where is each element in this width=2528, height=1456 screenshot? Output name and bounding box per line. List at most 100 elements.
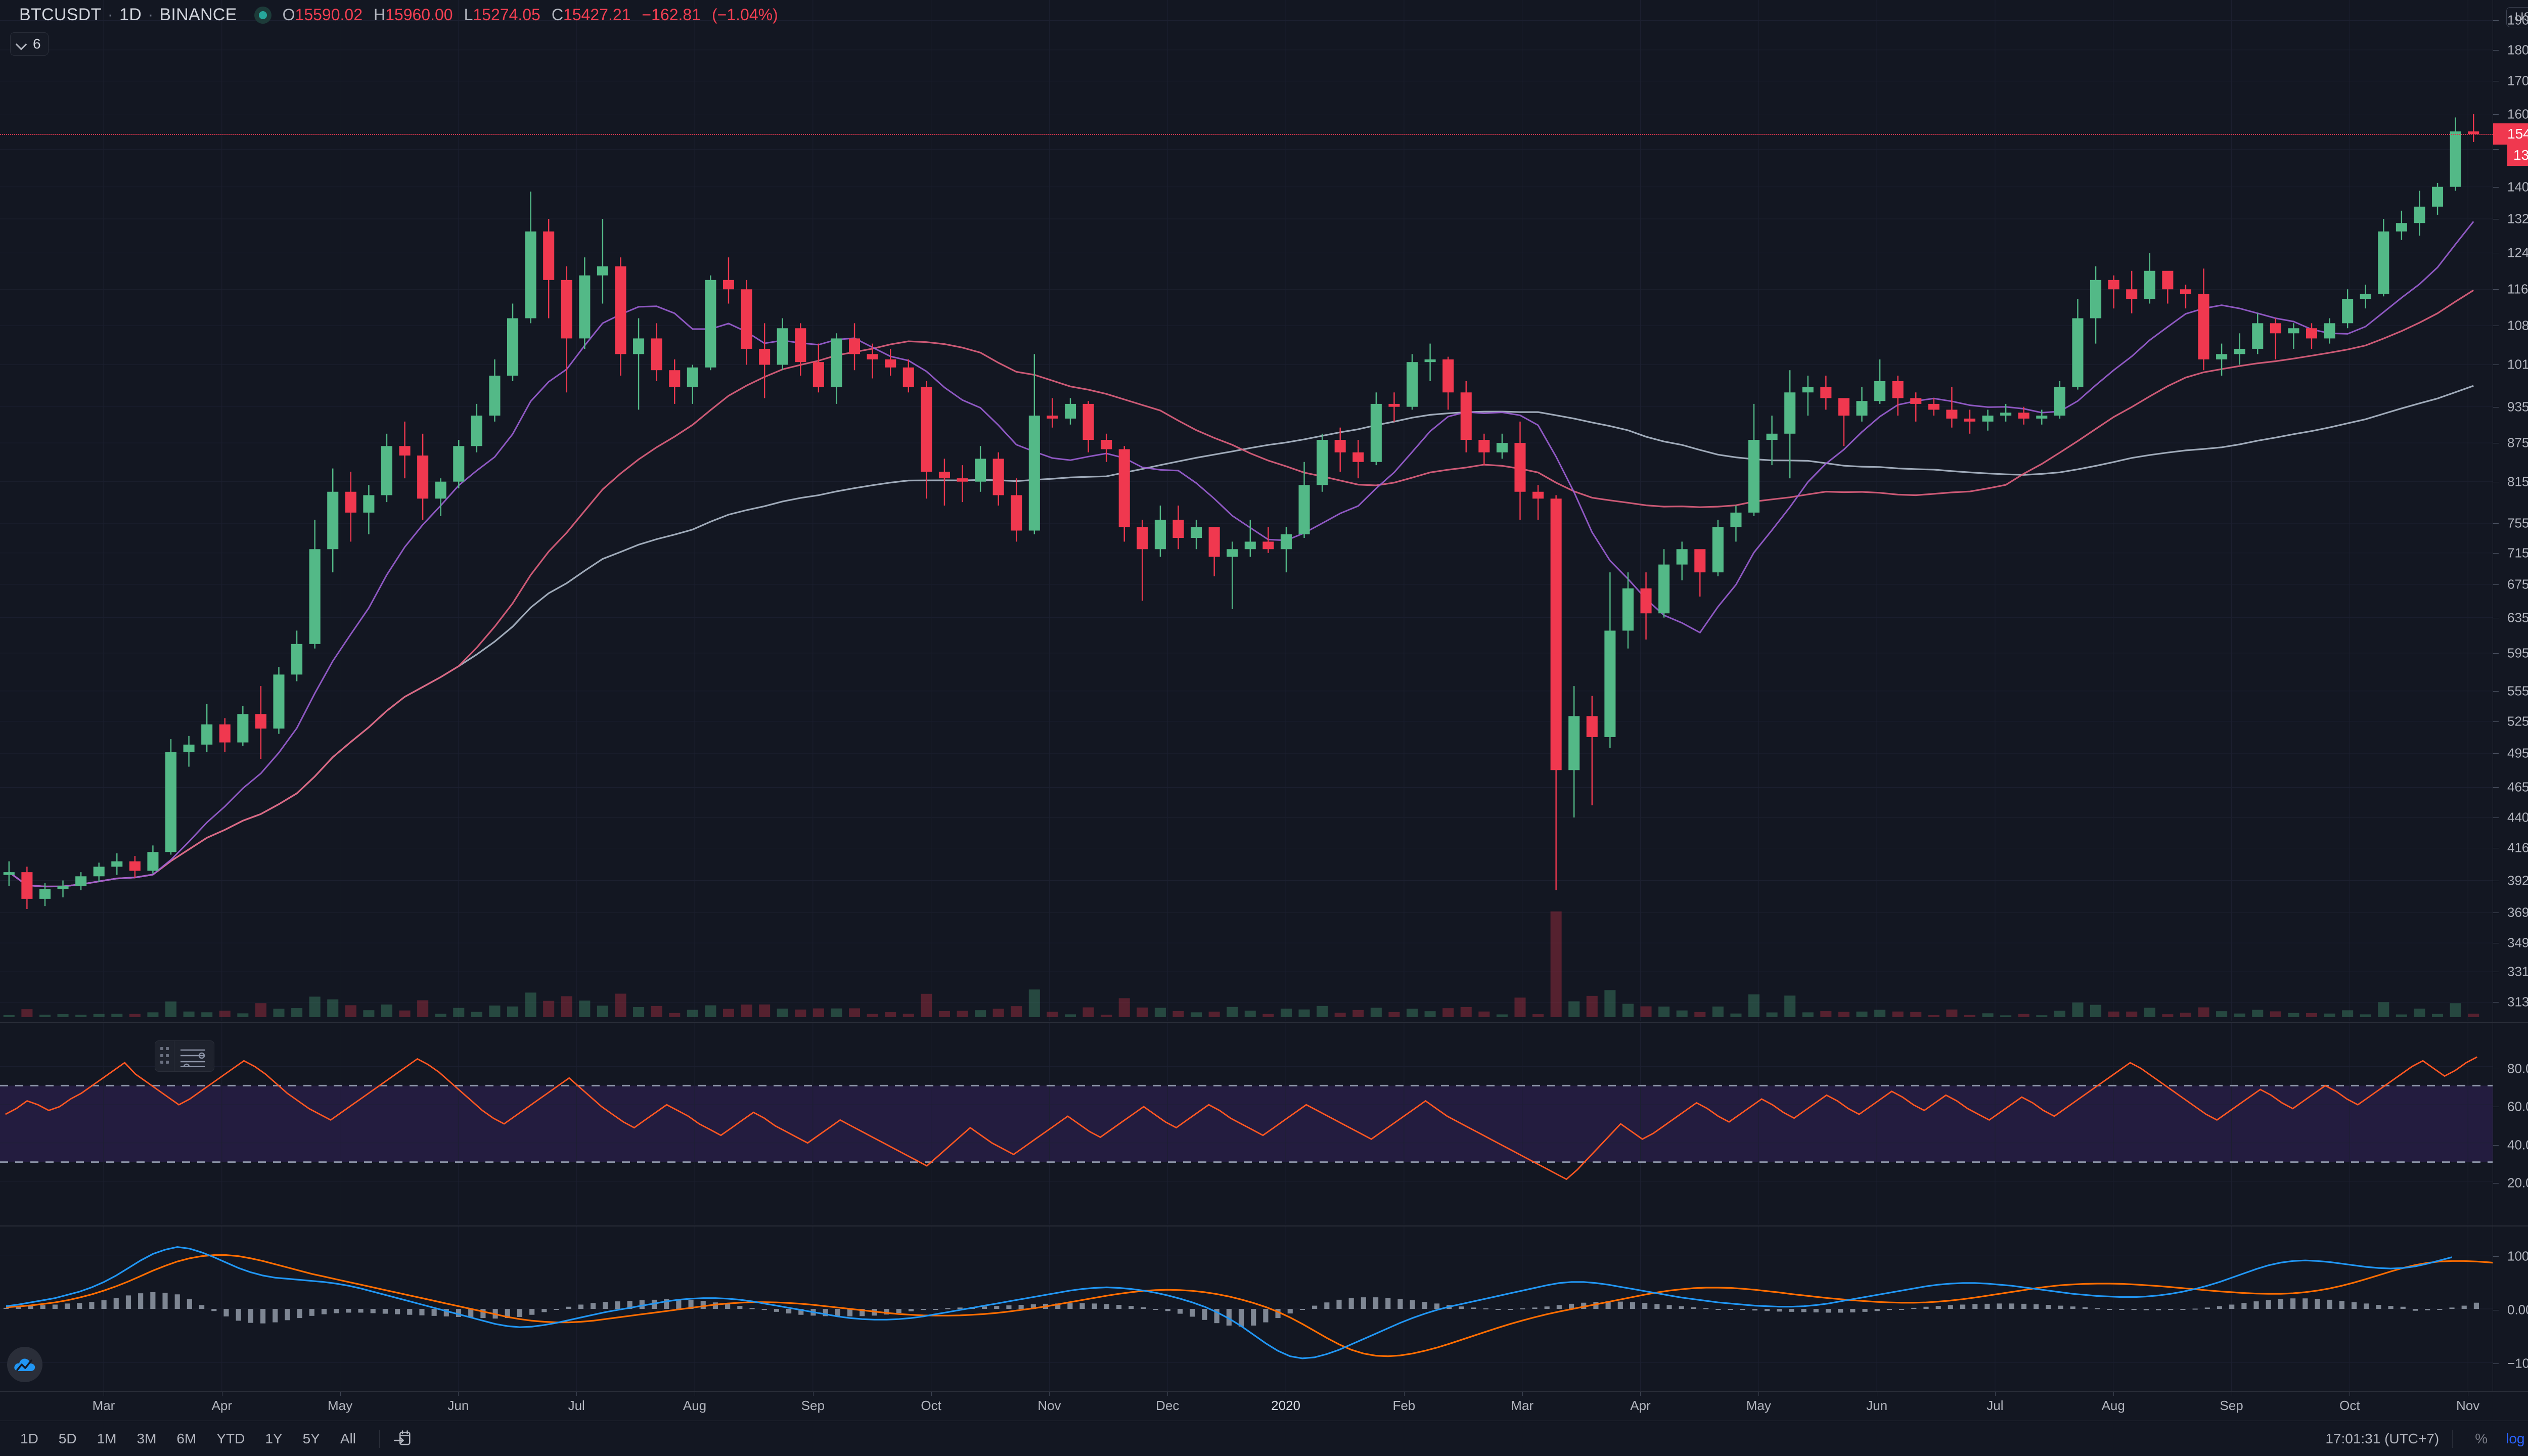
price-axis-label: 3695.00 bbox=[2507, 904, 2528, 920]
rsi-pane[interactable] bbox=[0, 1022, 2493, 1224]
time-axis-label: Jun bbox=[447, 1398, 469, 1413]
indicator-count: 6 bbox=[33, 36, 41, 52]
timeframe-1m-button[interactable]: 1M bbox=[97, 1430, 117, 1446]
macd-pane[interactable] bbox=[0, 1225, 2493, 1391]
time-axis-label: Aug bbox=[2101, 1398, 2125, 1413]
price-axis-label: 4400.00 bbox=[2507, 809, 2528, 825]
timeframe-ytd-button[interactable]: YTD bbox=[216, 1430, 245, 1446]
symbol-name[interactable]: BTCUSDT bbox=[19, 5, 102, 24]
cloud-chart-logo-icon[interactable] bbox=[7, 1347, 42, 1382]
time-axis[interactable]: Mar Apr May Jun Jul Aug Sep Oct Nov Dec 2020 Feb Mar… bbox=[0, 1391, 2528, 1421]
timeframe-5y-button[interactable]: 5Y bbox=[302, 1430, 320, 1446]
price-axis-label: 11600.00 bbox=[2507, 281, 2528, 297]
ohlc-close-value: 15427.21 bbox=[563, 6, 631, 24]
price-axis-label: 14000.00 bbox=[2507, 179, 2528, 195]
rsi-axis-label: 40.00 bbox=[2507, 1137, 2528, 1153]
time-axis-label: 2020 bbox=[1271, 1398, 1300, 1413]
time-axis-label: Mar bbox=[1511, 1398, 1534, 1413]
exchange-label[interactable]: BINANCE bbox=[159, 5, 237, 24]
currency-chip: USDT bbox=[2506, 7, 2528, 27]
session-clock[interactable]: 17:01:31 (UTC+7) bbox=[2325, 1430, 2440, 1446]
time-axis-label: Oct bbox=[2339, 1398, 2360, 1413]
ohlc-open-key: O bbox=[282, 6, 295, 24]
price-chart-canvas[interactable] bbox=[0, 0, 2493, 1021]
time-axis-label: Mar bbox=[92, 1398, 115, 1413]
macd-chart-canvas[interactable] bbox=[0, 1226, 2493, 1391]
price-axis[interactable]: USDT 19000.0018000.0017000.0016000.00150… bbox=[2493, 0, 2528, 1391]
ohlc-high-value: 15960.00 bbox=[385, 6, 453, 24]
timeframe-all-button[interactable]: All bbox=[340, 1430, 356, 1446]
price-axis-label: 3135.00 bbox=[2507, 994, 2528, 1010]
timeframe-group[interactable]: 1D 5D 1M 3M 6M YTD 1Y 5Y All bbox=[10, 1427, 366, 1451]
ohlc-change: −162.81 bbox=[642, 6, 701, 24]
price-axis-label: 5250.00 bbox=[2507, 713, 2528, 729]
price-pane[interactable] bbox=[0, 0, 2493, 1021]
timeframe-6m-button[interactable]: 6M bbox=[176, 1430, 197, 1446]
price-axis-label: 4160.00 bbox=[2507, 840, 2528, 855]
ohlc-values: O15590.02 H15960.00 L15274.05 C15427.21 −162… bbox=[283, 6, 778, 24]
rsi-chart-canvas[interactable] bbox=[0, 1023, 2493, 1224]
price-axis-label: 10850.00 bbox=[2507, 317, 2528, 333]
macd-axis-label: 0.00 bbox=[2507, 1302, 2528, 1317]
price-axis-label: 6750.00 bbox=[2507, 576, 2528, 592]
price-axis-label: 4950.00 bbox=[2507, 745, 2528, 761]
timeframe-5d-button[interactable]: 5D bbox=[58, 1430, 77, 1446]
time-axis-label: Oct bbox=[921, 1398, 941, 1413]
time-axis-label: Jul bbox=[568, 1398, 585, 1413]
scale-log-button[interactable]: log bbox=[2506, 1430, 2525, 1446]
chart-legend: BTCUSDT · 1D · BINANCE O15590.02 H15960.0… bbox=[0, 0, 2528, 31]
toolbar-divider-1 bbox=[379, 1429, 380, 1448]
timeframe-3m-button[interactable]: 3M bbox=[137, 1430, 157, 1446]
price-axis-label: 18000.00 bbox=[2507, 42, 2528, 58]
time-axis-label: May bbox=[1746, 1398, 1771, 1413]
market-open-dot-icon[interactable] bbox=[254, 6, 272, 24]
bottom-toolbar[interactable]: 1D 5D 1M 3M 6M YTD 1Y 5Y All 17:01:31 (UTC+7) % … bbox=[0, 1421, 2528, 1456]
interval-label[interactable]: 1D bbox=[119, 5, 142, 24]
legend-row[interactable]: BTCUSDT · 1D · BINANCE O15590.02 H15960.0… bbox=[19, 5, 778, 25]
chevron-down-icon[interactable] bbox=[16, 38, 27, 50]
price-axis-label: 17000.00 bbox=[2507, 73, 2528, 88]
ohlc-high-key: H bbox=[374, 6, 386, 24]
time-axis-label: Jul bbox=[1987, 1398, 2004, 1413]
rsi-axis-label: 20.00 bbox=[2507, 1175, 2528, 1191]
settings-sliders-icon[interactable] bbox=[174, 1041, 214, 1071]
price-axis-label: 3920.00 bbox=[2507, 873, 2528, 888]
price-axis-label: 8750.00 bbox=[2507, 435, 2528, 450]
scale-percent-button[interactable]: % bbox=[2475, 1430, 2488, 1446]
price-axis-label: 10100.00 bbox=[2507, 356, 2528, 372]
legend-separator-2: · bbox=[148, 5, 154, 24]
time-axis-label: Sep bbox=[801, 1398, 825, 1413]
toolbar-divider-2 bbox=[2452, 1429, 2453, 1448]
time-axis-label: Sep bbox=[2220, 1398, 2243, 1413]
time-axis-label: Nov bbox=[1037, 1398, 1061, 1413]
price-axis-label: 16000.00 bbox=[2507, 106, 2528, 122]
time-axis-label: Dec bbox=[1156, 1398, 1180, 1413]
ohlc-open-value: 15590.02 bbox=[295, 6, 363, 24]
indicator-float-toolbar[interactable] bbox=[155, 1040, 214, 1072]
bar-countdown: 13:58:28 bbox=[2507, 144, 2528, 166]
time-axis-label: Apr bbox=[1630, 1398, 1651, 1413]
price-axis-label: 5950.00 bbox=[2507, 645, 2528, 661]
price-axis-label: 3315.00 bbox=[2507, 964, 2528, 979]
price-axis-label: 4650.00 bbox=[2507, 779, 2528, 795]
price-axis-label: 8150.00 bbox=[2507, 474, 2528, 489]
time-axis-label: Jun bbox=[1866, 1398, 1888, 1413]
time-axis-label: Apr bbox=[211, 1398, 232, 1413]
time-axis-label: Aug bbox=[683, 1398, 707, 1413]
price-axis-label: 13200.00 bbox=[2507, 211, 2528, 226]
timeframe-1d-button[interactable]: 1D bbox=[20, 1430, 38, 1446]
goto-date-icon[interactable] bbox=[393, 1429, 412, 1448]
current-price-line bbox=[0, 133, 2493, 135]
current-price-tag: 15427.21 bbox=[2493, 123, 2528, 145]
drag-handle-icon[interactable] bbox=[155, 1041, 174, 1071]
collapsed-indicators-badge[interactable]: 6 bbox=[10, 32, 49, 56]
price-axis-label: 9350.00 bbox=[2507, 399, 2528, 415]
timeframe-1y-button[interactable]: 1Y bbox=[265, 1430, 283, 1446]
legend-separator-1: · bbox=[107, 5, 113, 24]
ohlc-close-key: C bbox=[551, 6, 563, 24]
ohlc-change-percent: (−1.04%) bbox=[711, 6, 778, 24]
price-axis-label: 7550.00 bbox=[2507, 515, 2528, 531]
